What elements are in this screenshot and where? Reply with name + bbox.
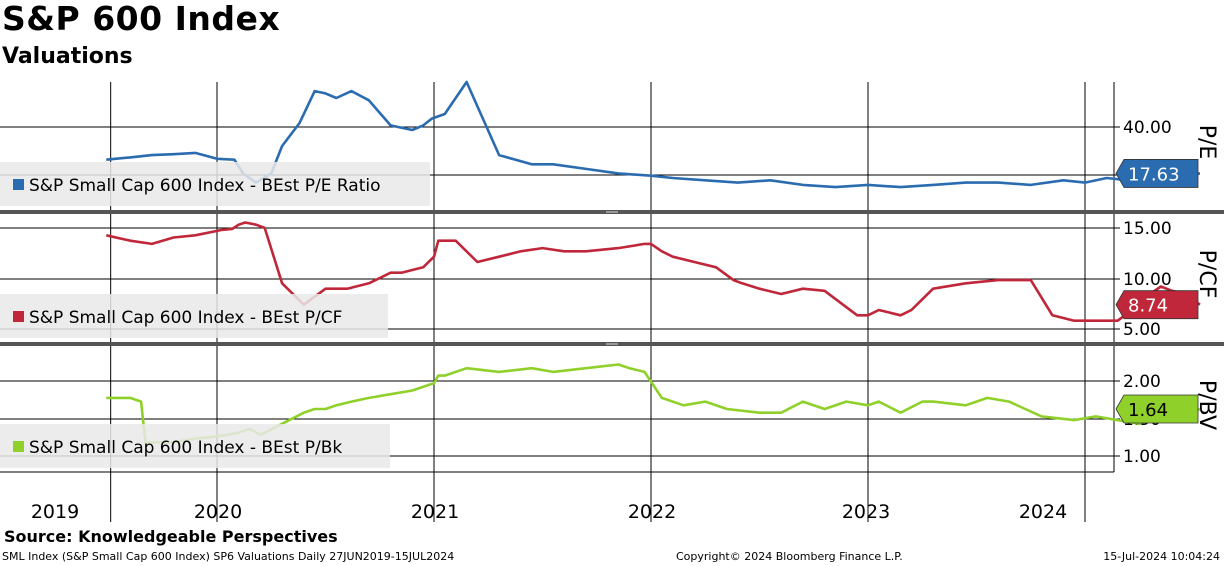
- footer-series-info: SML Index (S&P Small Cap 600 Index) SP6 …: [2, 550, 455, 563]
- page-title: S&P 600 Index: [2, 0, 281, 38]
- panel-p-cf: 15.00 10.00 5.00 S&P Small Cap 600 Index - …: [0, 214, 1224, 346]
- legend-swatch: [13, 311, 24, 322]
- x-tick-label: 2020: [194, 501, 242, 523]
- source-text: Source: Knowledgeable Perspectives: [4, 527, 338, 546]
- footer-timestamp: 15-Jul-2024 10:04:24: [1103, 550, 1220, 563]
- y-tick-label: 40.00: [1123, 118, 1172, 138]
- legend-box: [0, 294, 388, 338]
- y-tick-label: 1.00: [1123, 447, 1161, 467]
- legend-box: [0, 162, 430, 206]
- last-value-label: 1.64: [1128, 400, 1168, 421]
- x-tick-label: 2023: [842, 501, 890, 523]
- last-value-flag: [1115, 159, 1199, 188]
- last-value-flag: [1115, 394, 1199, 424]
- x-tick-label: 2021: [411, 501, 459, 523]
- legend-label: S&P Small Cap 600 Index - BEst P/CF: [29, 308, 342, 328]
- x-tick-label: 2022: [628, 501, 676, 523]
- footer-copyright: Copyright© 2024 Bloomberg Finance L.P.: [676, 550, 903, 563]
- legend-label: S&P Small Cap 600 Index - BEst P/Bk: [29, 438, 342, 458]
- last-value-label: 17.63: [1128, 164, 1180, 185]
- legend-label: S&P Small Cap 600 Index - BEst P/E Ratio: [29, 176, 381, 196]
- panel-ylabel: P/BV: [1194, 380, 1219, 430]
- last-value-flag: [1115, 290, 1199, 320]
- last-value-label: 8.74: [1128, 296, 1168, 317]
- page-subtitle: Valuations: [2, 44, 133, 69]
- y-tick-label: 15.00: [1123, 219, 1172, 239]
- y-tick-label: 5.00: [1123, 320, 1161, 340]
- legend-swatch: [13, 441, 24, 452]
- panel-ylabel: P/CF: [1194, 250, 1219, 299]
- x-tick-label: 2019: [31, 501, 79, 523]
- legend-swatch: [13, 179, 24, 190]
- legend-box: [0, 424, 390, 468]
- panel-ylabel: P/E: [1194, 125, 1219, 160]
- series-line: [106, 221, 1201, 322]
- y-tick-label: 10.00: [1123, 270, 1172, 290]
- x-tick-label: 2024: [1019, 501, 1067, 523]
- panel-p-e: 40.0030.00S&P Small Cap 600 Index - BEst…: [0, 80, 1224, 214]
- y-tick-label: 2.00: [1123, 372, 1161, 392]
- panel-p-bv: 2.001.501.00S&P Small Cap 600 Index - BE…: [0, 346, 1219, 472]
